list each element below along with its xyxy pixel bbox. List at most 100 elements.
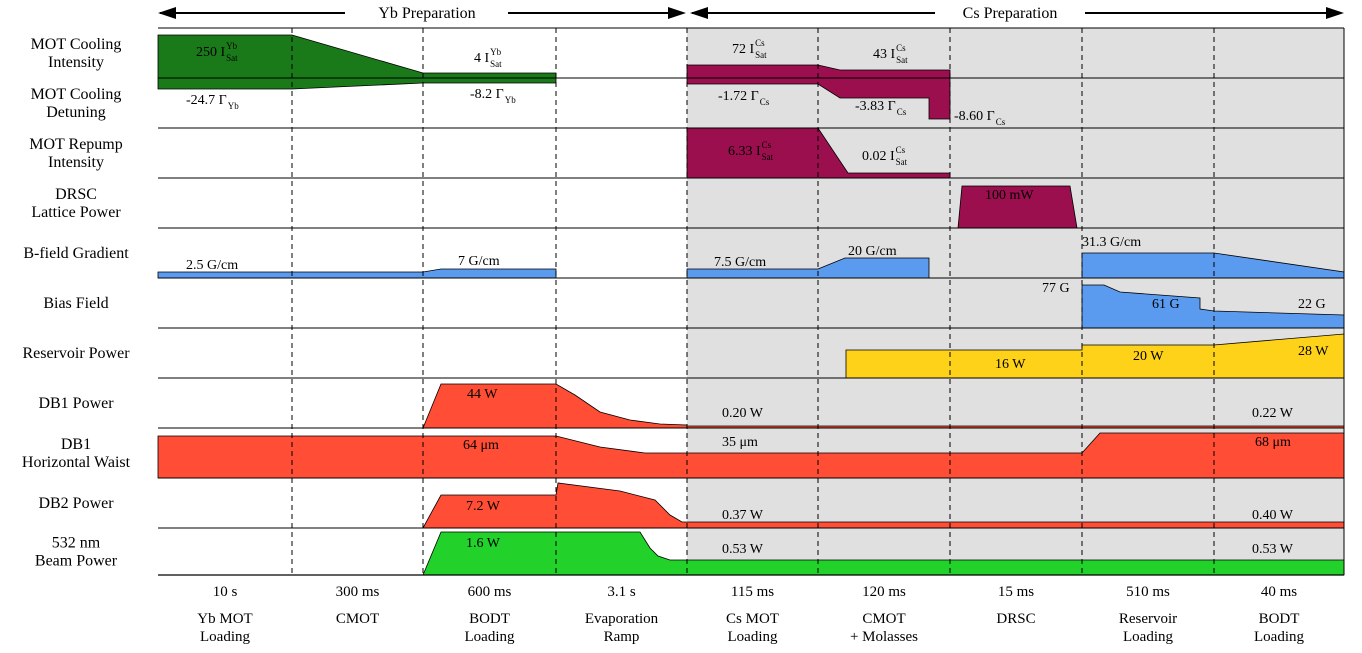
phase-name: CMOT [862, 611, 905, 627]
cs-region-background [687, 28, 1344, 575]
phase-name: Loading [200, 629, 250, 645]
row-label-db1-horizontal-waist: Horizontal Waist [22, 454, 131, 471]
row-label-beam-532-power: 532 nm [52, 535, 101, 552]
value-label-yb-det-24-7: -24.7 Γ [186, 93, 227, 108]
row-label-reservoir-power: Reservoir Power [22, 345, 130, 362]
value-text: 22 G [1298, 297, 1326, 312]
value-text: 68 μm [1255, 435, 1291, 450]
phase-name: Loading [728, 629, 778, 645]
value-label-yb-cool-int-4: 4 I [474, 51, 490, 66]
value-label-cs-cool-int-72: 72 I [732, 42, 755, 57]
value-text: 77 G [1042, 281, 1070, 296]
phase-duration: 120 ms [862, 584, 906, 600]
phase-duration: 300 ms [336, 584, 380, 600]
value-label-bias-77: 77 G [1042, 281, 1070, 296]
value-label-grad-7: 7 G/cm [458, 254, 500, 269]
cs-arrow-right-head [1326, 7, 1344, 19]
value-label-grad-31-3: 31.3 G/cm [1082, 235, 1141, 250]
phase-name: Yb MOT [197, 611, 252, 627]
value-subscript: Sat [755, 50, 767, 60]
value-text: 2.5 G/cm [186, 258, 238, 273]
row-label-mot-cooling-intensity: MOT Cooling [31, 36, 122, 53]
value-label-grad-20: 20 G/cm [848, 244, 897, 259]
value-superscript: Cs [762, 140, 772, 150]
value-label-bias-22: 22 G [1298, 297, 1326, 312]
phase-name: Reservoir [1119, 611, 1177, 627]
value-text: -24.7 Γ [186, 93, 227, 108]
phase-name: BODT [469, 611, 510, 627]
value-text: 28 W [1298, 344, 1329, 359]
row-label-mot-cooling-detuning: Detuning [46, 104, 106, 121]
value-text: 1.6 W [466, 536, 501, 551]
row-label-b-field-gradient: B-field Gradient [23, 245, 129, 262]
value-text: 7.2 W [466, 499, 501, 514]
row-label-db1-horizontal-waist: DB1 [61, 436, 91, 453]
phase-duration: 40 ms [1261, 584, 1297, 600]
value-label-yb-cool-int-250: 250 I [196, 45, 226, 60]
phase-name: Evaporation [585, 611, 659, 627]
value-subscript: Cs [760, 97, 770, 107]
row-label-drsc-lattice-power: Lattice Power [31, 204, 121, 221]
value-text: 0.53 W [1252, 542, 1294, 557]
phase-name: Loading [1254, 629, 1304, 645]
cs-preparation-label: Cs Preparation [963, 5, 1058, 22]
value-text: 43 I [873, 47, 896, 62]
row-label-db1-power: DB1 Power [38, 395, 114, 412]
value-label-cs-det-3-83: -3.83 Γ [855, 99, 896, 114]
phase-name: Ramp [604, 629, 640, 645]
row-label-drsc-lattice-power: DRSC [55, 186, 97, 203]
value-superscript: Cs [755, 38, 765, 48]
value-label-waist-68: 68 μm [1255, 435, 1291, 450]
value-label-yb-det-8-2: -8.2 Γ [470, 87, 504, 102]
row-label-bias-field: Bias Field [43, 295, 108, 312]
value-text: 61 G [1152, 297, 1180, 312]
value-text: 0.02 I [862, 149, 895, 164]
value-text: 0.22 W [1252, 406, 1294, 421]
value-label-grad-7-5: 7.5 G/cm [714, 255, 766, 270]
value-superscript: Yb [226, 41, 237, 51]
value-label-bias-61: 61 G [1152, 297, 1180, 312]
value-label-waist-35: 35 μm [722, 435, 758, 450]
value-text: 31.3 G/cm [1082, 235, 1141, 250]
phase-name: Loading [465, 629, 515, 645]
row-label-beam-532-power: Beam Power [35, 553, 118, 570]
value-label-repump-6-33: 6.33 I [728, 144, 761, 159]
value-label-g532-1-6: 1.6 W [466, 536, 501, 551]
value-text: 250 I [196, 45, 226, 60]
phase-duration: 10 s [213, 584, 238, 600]
value-subscript: Cs [897, 107, 907, 117]
value-label-db2-0-40: 0.40 W [1252, 508, 1294, 523]
value-text: 35 μm [722, 435, 758, 450]
value-label-g532-0-53b: 0.53 W [1252, 542, 1294, 557]
yb-preparation-label: Yb Preparation [378, 5, 475, 22]
phase-name: Cs MOT [726, 611, 779, 627]
value-subscript: Sat [896, 157, 908, 167]
value-text: -1.72 Γ [718, 89, 759, 104]
value-label-db2-7-2: 7.2 W [466, 499, 501, 514]
value-subscript: Yb [505, 95, 516, 105]
phase-name: Loading [1123, 629, 1173, 645]
phase-duration: 3.1 s [607, 584, 636, 600]
value-label-cs-cool-int-43: 43 I [873, 47, 896, 62]
phase-duration: 15 ms [998, 584, 1034, 600]
value-label-db1-0-22: 0.22 W [1252, 406, 1294, 421]
value-label-repump-0-02: 0.02 I [862, 149, 895, 164]
value-label-db1-0-20: 0.20 W [722, 406, 764, 421]
value-text: 20 G/cm [848, 244, 897, 259]
value-label-res-20: 20 W [1133, 349, 1164, 364]
value-label-waist-64: 64 μm [463, 438, 499, 453]
phase-duration: 115 ms [731, 584, 774, 600]
value-text: 0.40 W [1252, 508, 1294, 523]
value-superscript: Cs [896, 145, 906, 155]
value-text: -3.83 Γ [855, 99, 896, 114]
row-label-mot-repump-intensity: Intensity [48, 154, 104, 171]
value-label-drsc-100mw: 100 mW [985, 188, 1034, 203]
value-text: -8.60 Γ [954, 109, 995, 124]
value-superscript: Yb [490, 47, 501, 57]
phase-name: DRSC [996, 611, 1035, 627]
value-label-grad-2-5: 2.5 G/cm [186, 258, 238, 273]
value-text: -8.2 Γ [470, 87, 504, 102]
value-label-db1-44: 44 W [467, 387, 498, 402]
value-label-db2-0-37: 0.37 W [722, 508, 764, 523]
